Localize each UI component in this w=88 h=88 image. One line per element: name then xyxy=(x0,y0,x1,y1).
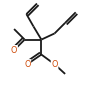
Text: O: O xyxy=(11,46,17,55)
Text: O: O xyxy=(51,60,58,69)
Text: O: O xyxy=(24,60,30,69)
